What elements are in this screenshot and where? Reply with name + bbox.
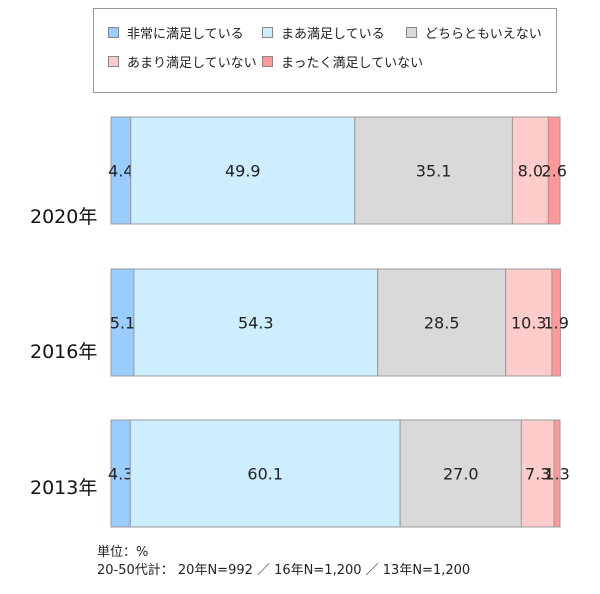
legend-swatch-neutral bbox=[406, 27, 417, 38]
bar-segment-2016-neutral bbox=[377, 268, 507, 377]
legend-label-very-satisfied: 非常に満足している bbox=[127, 27, 244, 42]
legend-label-neutral: どちらともいえない bbox=[425, 27, 542, 42]
legend-item-somewhat-satisfied: まあ満足している bbox=[262, 23, 385, 42]
unit-note: 単位：% bbox=[97, 545, 149, 560]
legend-swatch-not-at-all-satisfied bbox=[262, 56, 273, 67]
legend-item-not-very-satisfied: あまり満足していない bbox=[108, 52, 257, 71]
bar-segment-2013-neutral bbox=[399, 419, 522, 528]
data-label-2020-somewhat-satisfied: 49.9 bbox=[225, 162, 261, 181]
category-label-2020: 2020年 bbox=[30, 206, 98, 228]
legend-swatch-somewhat-satisfied bbox=[262, 27, 273, 38]
data-label-2016-not-at-all-satisfied: 1.9 bbox=[543, 314, 568, 333]
data-label-2013-very-satisfied: 4.3 bbox=[108, 465, 133, 484]
legend-item-neutral: どちらともいえない bbox=[406, 23, 542, 42]
bar-segment-2020-not-very-satisfied bbox=[511, 116, 549, 225]
data-label-2013-not-at-all-satisfied: 1.3 bbox=[544, 465, 569, 484]
data-label-2016-not-very-satisfied: 10.3 bbox=[511, 314, 547, 333]
data-label-2016-somewhat-satisfied: 54.3 bbox=[238, 314, 274, 333]
category-label-2016: 2016年 bbox=[30, 341, 98, 363]
legend-swatch-very-satisfied bbox=[108, 27, 119, 38]
bar-segment-2016-not-very-satisfied bbox=[505, 268, 553, 377]
data-label-2020-neutral: 35.1 bbox=[416, 162, 452, 181]
legend-label-somewhat-satisfied: まあ満足している bbox=[281, 27, 385, 42]
legend-label-not-very-satisfied: あまり満足していない bbox=[127, 56, 257, 71]
data-label-2013-somewhat-satisfied: 60.1 bbox=[247, 465, 283, 484]
bar-segment-2013-not-at-all-satisfied bbox=[553, 419, 561, 528]
bar-segment-2016-not-at-all-satisfied bbox=[551, 268, 561, 377]
legend-item-not-at-all-satisfied: まったく満足していない bbox=[262, 52, 423, 71]
data-label-2016-very-satisfied: 5.1 bbox=[110, 314, 135, 333]
data-label-2013-not-very-satisfied: 7.3 bbox=[525, 465, 550, 484]
category-label-2013: 2013年 bbox=[30, 477, 98, 499]
legend-swatch-not-very-satisfied bbox=[108, 56, 119, 67]
data-label-2013-neutral: 27.0 bbox=[443, 465, 479, 484]
bar-segment-2020-neutral bbox=[354, 116, 513, 225]
data-label-2020-not-very-satisfied: 8.0 bbox=[518, 162, 543, 181]
chart-legend: 非常に満足している まあ満足している どちらともいえない あまり満足していない … bbox=[93, 8, 557, 93]
data-label-2020-very-satisfied: 4.4 bbox=[108, 162, 133, 181]
data-label-2016-neutral: 28.5 bbox=[424, 314, 460, 333]
bar-segment-2020-not-at-all-satisfied bbox=[547, 116, 561, 225]
legend-item-very-satisfied: 非常に満足している bbox=[108, 23, 244, 42]
data-label-2020-not-at-all-satisfied: 2.6 bbox=[541, 162, 566, 181]
legend-label-not-at-all-satisfied: まったく満足していない bbox=[281, 56, 424, 71]
bar-segment-2013-not-very-satisfied bbox=[520, 419, 555, 528]
sample-size-note: 20-50代計： 20年N=992 ／ 16年N=1,200 ／ 13年N=1,… bbox=[97, 563, 471, 578]
bar-segment-2013-somewhat-satisfied bbox=[129, 419, 401, 528]
bar-segment-2016-somewhat-satisfied bbox=[133, 268, 379, 377]
bar-segment-2020-somewhat-satisfied bbox=[130, 116, 356, 225]
